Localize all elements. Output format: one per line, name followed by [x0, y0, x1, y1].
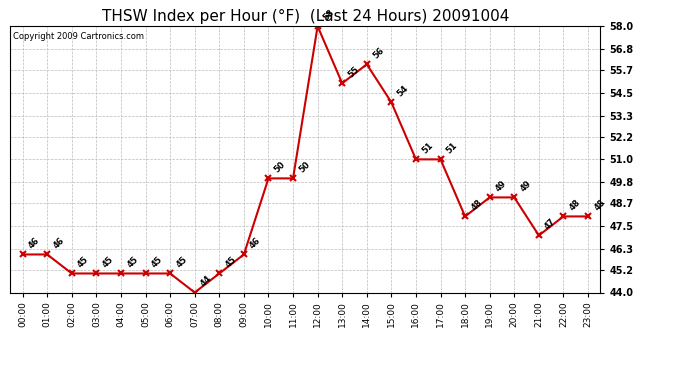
- Text: 45: 45: [224, 255, 238, 269]
- Text: 45: 45: [125, 255, 140, 269]
- Text: 46: 46: [248, 236, 263, 250]
- Text: 48: 48: [469, 198, 484, 212]
- Text: 48: 48: [592, 198, 607, 212]
- Text: 47: 47: [543, 217, 558, 231]
- Text: 50: 50: [297, 160, 312, 174]
- Text: 45: 45: [175, 255, 189, 269]
- Text: 51: 51: [444, 141, 460, 155]
- Text: 51: 51: [420, 141, 435, 155]
- Text: 54: 54: [395, 84, 410, 98]
- Text: 45: 45: [101, 255, 115, 269]
- Text: 49: 49: [494, 178, 509, 193]
- Text: Copyright 2009 Cartronics.com: Copyright 2009 Cartronics.com: [13, 32, 144, 40]
- Text: 48: 48: [568, 198, 582, 212]
- Title: THSW Index per Hour (°F)  (Last 24 Hours) 20091004: THSW Index per Hour (°F) (Last 24 Hours)…: [101, 9, 509, 24]
- Text: 50: 50: [273, 160, 287, 174]
- Text: 55: 55: [346, 64, 361, 79]
- Text: 46: 46: [27, 236, 41, 250]
- Text: 45: 45: [150, 255, 164, 269]
- Text: 56: 56: [371, 45, 386, 60]
- Text: 49: 49: [518, 178, 533, 193]
- Text: 45: 45: [76, 255, 90, 269]
- Text: 46: 46: [51, 236, 66, 250]
- Text: 58: 58: [322, 8, 336, 22]
- Text: 44: 44: [199, 274, 213, 288]
